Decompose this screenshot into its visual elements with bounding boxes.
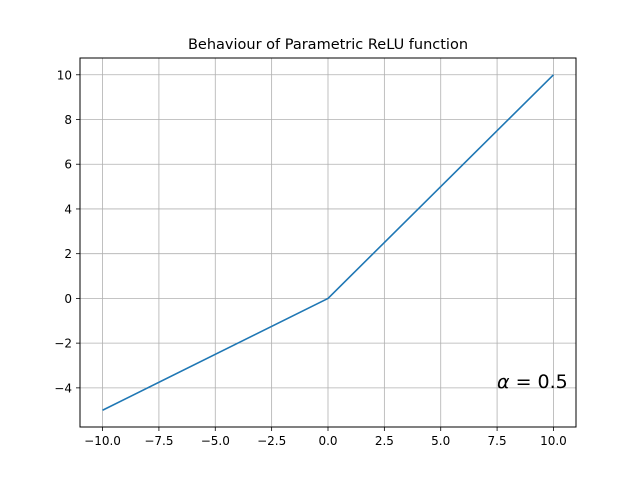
- x-tick-label: −10.0: [84, 434, 121, 448]
- alpha-value: = 0.5: [510, 371, 568, 393]
- alpha-symbol: α: [497, 371, 510, 393]
- x-tick-label: 7.5: [488, 434, 507, 448]
- x-tick-label: −7.5: [144, 434, 173, 448]
- y-tick-label: 6: [64, 158, 72, 172]
- x-tick-label: 10.0: [540, 434, 567, 448]
- y-tick-label: −4: [54, 381, 72, 395]
- x-tick-label: −5.0: [201, 434, 230, 448]
- series-line: [102, 74, 555, 411]
- y-tick-label: −2: [54, 337, 72, 351]
- chart-title: Behaviour of Parametric ReLU function: [188, 37, 468, 53]
- series-layer: [102, 74, 555, 411]
- y-tick-label: 4: [64, 202, 72, 216]
- x-tick-label: −2.5: [257, 434, 286, 448]
- alpha-annotation: α = 0.5: [497, 371, 568, 393]
- y-tick-label: 8: [64, 113, 72, 127]
- y-axis-ticks: −4 −2 0 2 4 6 8 10: [54, 68, 80, 395]
- y-tick-label: 2: [64, 247, 72, 261]
- x-axis-ticks: −10.0 −7.5 −5.0 −2.5 0.0 2.5 5.0 7.5 10.0: [84, 427, 567, 448]
- x-tick-label: 2.5: [375, 434, 394, 448]
- y-tick-label: 10: [57, 68, 72, 82]
- x-tick-label: 5.0: [431, 434, 450, 448]
- y-tick-label: 0: [64, 292, 72, 306]
- x-tick-label: 0.0: [318, 434, 337, 448]
